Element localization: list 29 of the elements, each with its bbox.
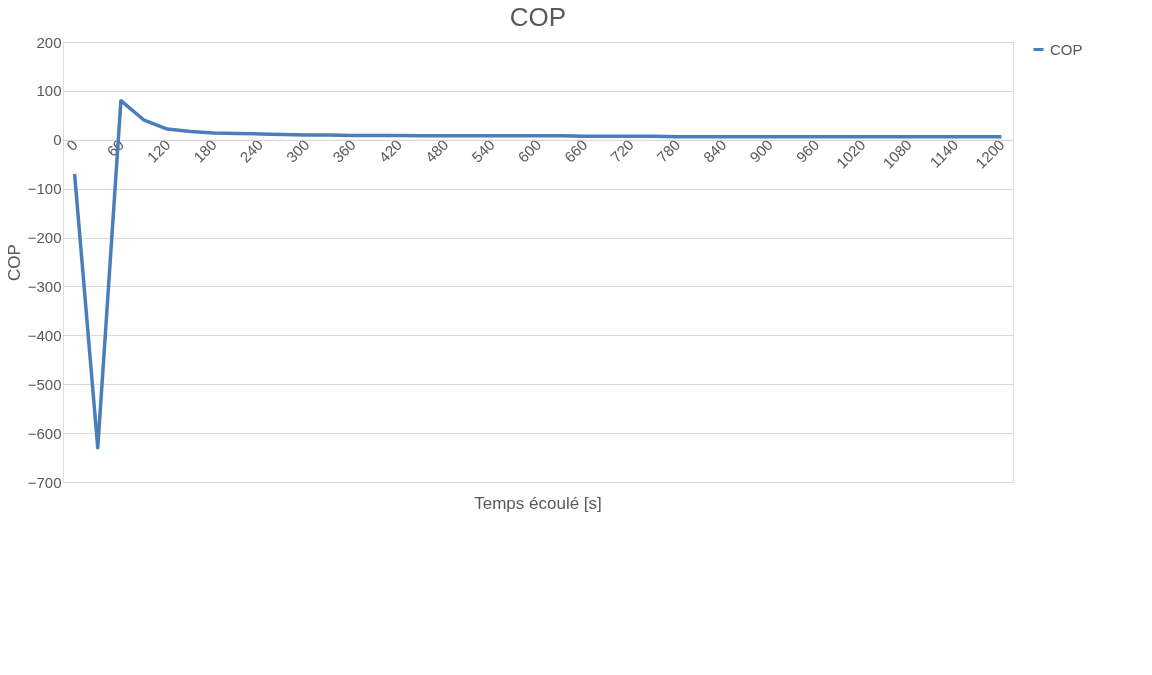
x-tick-label: 660	[560, 135, 591, 166]
x-tick-label: 720	[607, 135, 637, 166]
y-tick-label: −400	[27, 326, 62, 344]
chart-title: COP	[509, 2, 567, 32]
x-tick-label: 120	[143, 135, 174, 166]
x-tick-label: 840	[699, 135, 730, 166]
x-tick-label: 420	[375, 135, 406, 166]
legend-label: COP	[1050, 40, 1083, 58]
x-tick-label: 780	[653, 135, 684, 166]
y-tick-label: 200	[36, 33, 62, 51]
y-tick-label: −600	[27, 424, 62, 442]
x-tick-label: 180	[190, 135, 220, 166]
y-tick-label: −100	[27, 180, 62, 198]
x-tick-label: 360	[329, 135, 359, 166]
y-tick-label: −200	[27, 229, 62, 247]
y-tick-label: −700	[27, 473, 62, 491]
x-tick-label: 900	[746, 135, 776, 166]
y-tick-label: −500	[27, 375, 62, 393]
y-axis-title: COP	[4, 244, 24, 281]
x-tick-label: 600	[514, 135, 545, 166]
y-tick-label: 100	[36, 82, 62, 100]
x-tick-label: 300	[282, 135, 313, 166]
x-axis-title: Temps écoulé [s]	[474, 494, 602, 513]
x-tick-label: 480	[421, 135, 452, 166]
x-tick-label: 540	[468, 135, 498, 166]
y-tick-label: −300	[27, 277, 62, 295]
x-tick-label: 960	[792, 135, 823, 166]
x-tick-label: 240	[236, 135, 267, 166]
x-tick-label: 0	[62, 135, 81, 154]
